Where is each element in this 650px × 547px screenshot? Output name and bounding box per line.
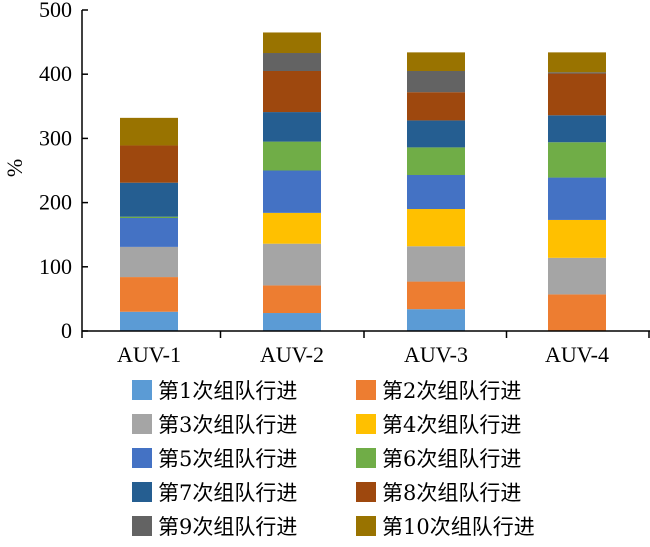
bar-segment-auv-2-s1 bbox=[263, 313, 321, 331]
x-tick-label-auv-4: AUV-4 bbox=[545, 342, 609, 367]
legend-label-s8: 第8次组队行进 bbox=[382, 481, 521, 505]
bar-segment-auv-4-s4 bbox=[548, 219, 606, 258]
bar-segment-auv-2-s7 bbox=[263, 112, 321, 142]
y-tick-label-500: 500 bbox=[39, 0, 72, 22]
legend-swatch-s8 bbox=[356, 482, 376, 502]
legend-label-s9: 第9次组队行进 bbox=[158, 515, 297, 539]
bar-segment-auv-3-s5 bbox=[407, 174, 465, 210]
y-tick-label-400: 400 bbox=[39, 61, 72, 86]
bar-segment-auv-4-s5 bbox=[548, 177, 606, 220]
bar-segment-auv-1-s5 bbox=[120, 218, 178, 247]
bar-segment-auv-1-s8 bbox=[120, 145, 178, 183]
bar-segment-auv-4-s7 bbox=[548, 115, 606, 143]
bar-segment-auv-3-s1 bbox=[407, 309, 465, 331]
bar-segment-auv-4-s8 bbox=[548, 73, 606, 116]
bar-segment-auv-1-s2 bbox=[120, 277, 178, 312]
legend-swatch-s6 bbox=[356, 448, 376, 468]
bar-segment-auv-1-s3 bbox=[120, 246, 178, 278]
bar-segment-auv-1-s6 bbox=[120, 216, 178, 219]
legend-swatch-s5 bbox=[132, 448, 152, 468]
bar-segment-auv-3-s9 bbox=[407, 70, 465, 93]
bar-segment-auv-3-s7 bbox=[407, 120, 465, 148]
bar-segment-auv-1-s1 bbox=[120, 311, 178, 331]
legend-label-s7: 第7次组队行进 bbox=[158, 481, 297, 505]
bar-segment-auv-2-s8 bbox=[263, 70, 321, 113]
legend-label-s2: 第2次组队行进 bbox=[382, 379, 521, 403]
y-tick-label-300: 300 bbox=[39, 125, 72, 150]
bar-segment-auv-2-s9 bbox=[263, 53, 321, 71]
bar-segment-auv-3-s10 bbox=[407, 52, 465, 71]
bar-segment-auv-2-s5 bbox=[263, 170, 321, 213]
legend-label-s1: 第1次组队行进 bbox=[158, 379, 297, 403]
bar-segment-auv-3-s8 bbox=[407, 92, 465, 121]
x-tick-label-auv-2: AUV-2 bbox=[260, 342, 324, 367]
bar-segment-auv-4-s3 bbox=[548, 257, 606, 295]
x-tick-label-auv-3: AUV-3 bbox=[404, 342, 468, 367]
legend-label-s10: 第10次组队行进 bbox=[382, 515, 535, 539]
bar-segment-auv-1-s7 bbox=[120, 182, 178, 217]
bar-segment-auv-4-s2 bbox=[548, 294, 606, 331]
legend-swatch-s2 bbox=[356, 380, 376, 400]
bar-segment-auv-4-s9 bbox=[548, 72, 606, 74]
bar-segment-auv-3-s6 bbox=[407, 147, 465, 175]
y-tick-label-100: 100 bbox=[39, 254, 72, 279]
legend-label-s3: 第3次组队行进 bbox=[158, 413, 297, 437]
bar-segment-auv-4-s6 bbox=[548, 142, 606, 178]
legend-label-s4: 第4次组队行进 bbox=[382, 413, 521, 437]
legend-label-s6: 第6次组队行进 bbox=[382, 447, 521, 471]
axes: 0 100 200 300 400 500 AUV-1 AUV-2 AUV-3 AUV-4% bbox=[2, 0, 650, 367]
y-tick-label-200: 200 bbox=[39, 190, 72, 215]
legend-swatch-s7 bbox=[132, 482, 152, 502]
bar-segment-auv-1-s10 bbox=[120, 117, 178, 146]
bar-segment-auv-3-s3 bbox=[407, 246, 465, 282]
legend-swatch-s10 bbox=[356, 516, 376, 536]
bar-segment-auv-2-s3 bbox=[263, 243, 321, 286]
bar-segment-auv-2-s10 bbox=[263, 32, 321, 54]
legend-swatch-s9 bbox=[132, 516, 152, 536]
y-axis-title: % bbox=[2, 159, 27, 177]
legend-swatch-s4 bbox=[356, 414, 376, 434]
y-tick-label-0: 0 bbox=[61, 318, 72, 343]
legend-swatch-s3 bbox=[132, 414, 152, 434]
legend-label-s5: 第5次组队行进 bbox=[158, 447, 297, 471]
bar-segment-auv-4-s10 bbox=[548, 52, 606, 73]
bar-segment-auv-3-s4 bbox=[407, 209, 465, 247]
plot-area bbox=[120, 32, 606, 331]
bar-segment-auv-3-s2 bbox=[407, 281, 465, 310]
legend-swatch-s1 bbox=[132, 380, 152, 400]
x-tick-label-auv-1: AUV-1 bbox=[117, 342, 181, 367]
bar-segment-auv-2-s6 bbox=[263, 141, 321, 171]
bar-segment-auv-2-s2 bbox=[263, 285, 321, 314]
bar-segment-auv-2-s4 bbox=[263, 212, 321, 244]
